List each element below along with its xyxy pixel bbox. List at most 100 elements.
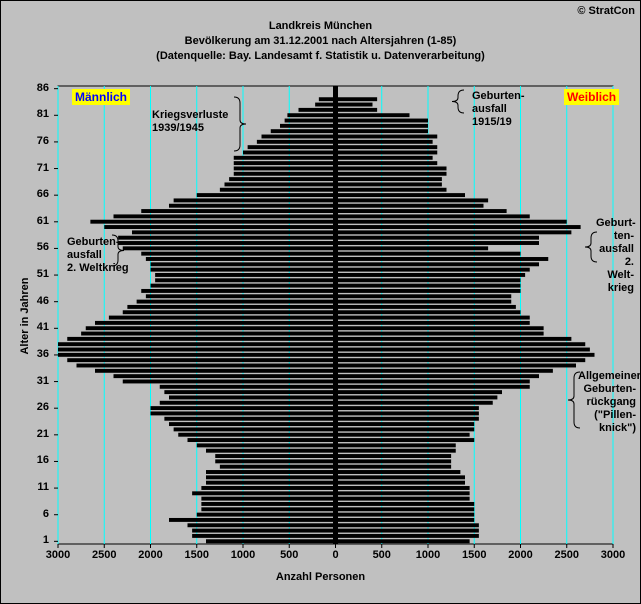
bar-female — [335, 150, 438, 155]
bar-male — [196, 512, 336, 517]
bar-male — [95, 320, 336, 325]
brace-kriegsverluste — [233, 96, 247, 152]
brace-geburtenausfall-2wk-left — [111, 234, 125, 267]
bar-female — [335, 496, 470, 501]
bar-male — [224, 182, 336, 187]
bar-female — [335, 139, 433, 144]
bar-female — [335, 187, 447, 192]
bar-female — [335, 230, 572, 235]
bar-female — [335, 310, 521, 315]
bar-male — [122, 310, 336, 315]
bar-female — [335, 123, 428, 128]
bar-female — [335, 283, 521, 288]
bar-female — [335, 480, 465, 485]
y-tick-label: 71 — [36, 161, 49, 174]
annotation-geburtenausfall-2wk-left: Geburten- ausfall 2. Weltkrieg — [67, 236, 129, 274]
bar-female — [335, 193, 465, 198]
bar-male — [192, 491, 336, 496]
y-tick-label: 16 — [36, 454, 49, 467]
bar-male — [67, 336, 336, 341]
bar-female — [335, 113, 410, 118]
y-tick-label: 51 — [36, 268, 49, 281]
x-tick-label: 1500 — [184, 549, 209, 561]
bar-male — [173, 198, 336, 203]
bar-female — [335, 257, 549, 261]
bar-female — [335, 331, 544, 336]
bar-female — [335, 171, 447, 176]
bar-female — [335, 448, 456, 453]
bar-male — [196, 443, 336, 448]
bar-female — [335, 486, 470, 490]
bar-male — [122, 379, 336, 384]
x-tick-label: 500 — [372, 549, 391, 561]
bar-male — [284, 118, 336, 123]
bar-female — [335, 203, 484, 208]
bar-male — [201, 486, 336, 490]
y-tick-label: 11 — [37, 481, 49, 494]
bar-female — [335, 400, 493, 405]
bar-female — [335, 501, 475, 506]
x-axis-label: Anzahl Personen — [275, 571, 366, 583]
bar-male — [141, 209, 336, 214]
bar-female — [335, 395, 498, 400]
bar-male — [164, 416, 336, 421]
bar-female — [335, 384, 530, 389]
bar-female — [335, 278, 521, 283]
bar-female — [335, 315, 530, 320]
bar-male — [233, 155, 336, 160]
bar-female — [335, 432, 470, 437]
y-tick-label: 66 — [36, 188, 49, 201]
bar-male — [196, 193, 336, 198]
annotation-kriegsverluste: Kriegsverluste 1939/1945 — [152, 109, 229, 134]
bar-female — [335, 416, 479, 421]
x-tick-label: 2000 — [138, 549, 163, 561]
bar-male — [318, 97, 336, 102]
bar-female — [335, 97, 378, 102]
bar-male — [201, 501, 336, 506]
y-tick-label: 26 — [36, 401, 49, 414]
y-tick-label: 21 — [36, 427, 49, 440]
bar-female — [335, 161, 438, 166]
x-tick-label: 1000 — [230, 549, 256, 561]
bar-male — [169, 422, 336, 427]
x-tick-label: 2500 — [554, 549, 579, 561]
bar-female — [335, 390, 502, 395]
bar-female — [335, 294, 512, 299]
y-tick-label: 6 — [42, 507, 49, 520]
bar-female — [335, 470, 461, 474]
bar-female — [335, 304, 516, 309]
bar-male — [145, 294, 336, 299]
y-tick-label: 46 — [36, 294, 49, 307]
bar-male — [215, 459, 336, 464]
bar-male — [219, 187, 336, 192]
x-tick-label: 1500 — [462, 549, 487, 561]
bar-female — [335, 198, 489, 203]
bar-male — [118, 235, 336, 240]
chart-title-line3: (Datenquelle: Bay. Landesamt f. Statisti… — [156, 50, 485, 62]
bar-male — [261, 134, 336, 139]
bar-female — [335, 406, 479, 411]
bar-female — [335, 235, 539, 240]
bar-female — [335, 475, 465, 480]
bar-female — [335, 272, 526, 277]
bar-male — [256, 139, 336, 144]
bar-female — [335, 326, 544, 331]
y-tick-label: 41 — [36, 321, 49, 334]
bar-male — [118, 241, 336, 245]
bar-female — [335, 155, 433, 160]
bar-male — [81, 331, 336, 336]
bar-male — [108, 315, 336, 320]
legend-female-badge: Weiblich — [564, 89, 620, 105]
bar-male — [169, 517, 336, 522]
bar-female — [335, 134, 438, 139]
bar-male — [58, 352, 336, 357]
bar-male — [132, 230, 336, 235]
bar-female — [335, 358, 586, 363]
x-tick-label: 2000 — [508, 549, 533, 561]
chart-title-line1: Landkreis München — [268, 20, 373, 32]
bar-male — [192, 528, 336, 533]
bar-male — [159, 400, 336, 405]
bar-male — [150, 267, 336, 272]
bar-female — [335, 129, 428, 134]
bar-male — [280, 123, 336, 128]
